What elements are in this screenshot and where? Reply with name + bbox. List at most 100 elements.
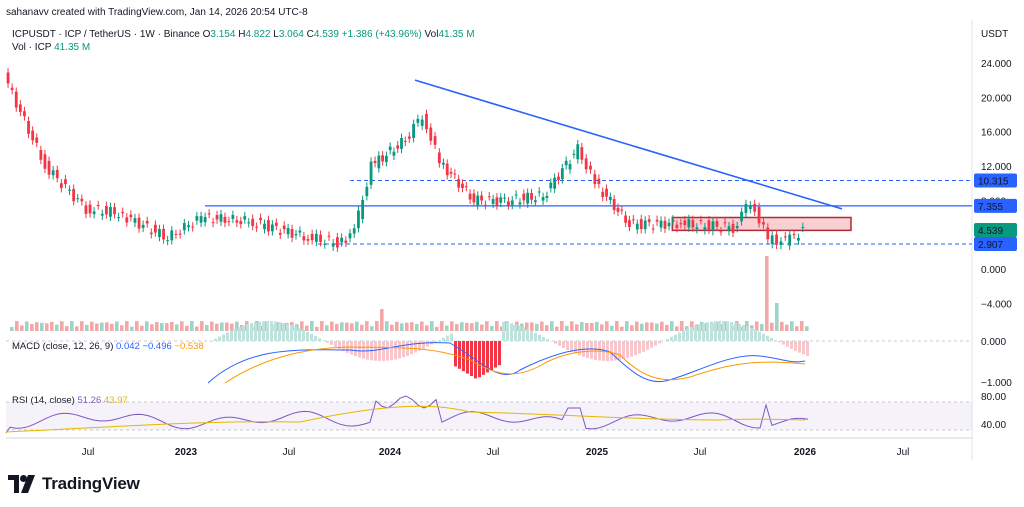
candle-body [783, 236, 787, 238]
volume-bar [100, 322, 104, 331]
macd-histogram-bar [806, 341, 809, 356]
volume-bar [785, 324, 789, 331]
volume-bar [535, 323, 539, 331]
macd-histogram-bar [234, 328, 237, 341]
macd-signal-line [224, 346, 806, 384]
volume-bar [500, 326, 504, 331]
candle-body [453, 173, 457, 175]
legend-vol-label: Vol [424, 29, 439, 40]
candle-body [601, 191, 605, 198]
candle-body [576, 144, 580, 160]
candle-body [770, 235, 774, 245]
macd-histogram-bar [746, 326, 749, 341]
macd-histogram-bar [674, 334, 677, 341]
macd-histogram-bar [730, 321, 733, 341]
candle-body [100, 213, 104, 216]
candle-body [530, 192, 533, 200]
macd-histogram-bar [634, 341, 637, 356]
volume-series-name[interactable]: Vol · ICP [12, 42, 52, 53]
macd-histogram-bar [422, 341, 425, 349]
macd-histogram-bar [794, 341, 797, 351]
macd-histogram-bar [222, 334, 225, 341]
candle-body [484, 204, 487, 206]
macd-histogram-bar [514, 324, 517, 341]
volume-bar [495, 321, 499, 331]
candle-body [174, 233, 178, 235]
volume-bar [670, 321, 674, 331]
symbol-name[interactable]: ICPUSDT · ICP / TetherUS · 1W · Binance [12, 29, 200, 40]
macd-histogram-bar [326, 341, 329, 343]
volume-bar [430, 321, 434, 331]
macd-histogram-bar [626, 341, 629, 358]
macd-histogram-bar [486, 341, 489, 373]
candle-body [723, 222, 727, 224]
volume-bar [150, 324, 154, 331]
volume-legend: Vol · ICP 41.35 M [12, 42, 90, 53]
rsi-label[interactable]: RSI (14, close) [12, 395, 75, 406]
volume-bar [190, 321, 194, 331]
candle-body [166, 240, 170, 242]
volume-bar [530, 322, 534, 331]
macd-histogram-bar [426, 341, 429, 347]
candle-body [707, 220, 711, 230]
candle-body [298, 230, 302, 233]
candle-body [461, 183, 464, 189]
macd-label[interactable]: MACD (close, 12, 26, 9) [12, 341, 114, 352]
candle-body [593, 174, 597, 185]
candle-body [597, 178, 601, 184]
candle-body [274, 222, 278, 226]
macd-histogram-bar [570, 341, 573, 352]
volume-bar [635, 321, 639, 331]
candle-body [762, 222, 765, 225]
candle-body [499, 197, 503, 203]
volume-bar [800, 321, 804, 331]
macd-histogram-bar [342, 341, 345, 352]
candle-body [153, 224, 157, 233]
macd-histogram-bar [362, 341, 365, 359]
volume-bar [385, 321, 389, 331]
candle-body [162, 228, 165, 240]
macd-tick-label: 0.000 [981, 337, 1006, 348]
candle-body [145, 221, 149, 224]
macd-histogram-bar [454, 341, 457, 367]
macd-histogram-bar [542, 336, 545, 341]
macd-histogram-bar [286, 323, 289, 341]
candle-body [191, 226, 195, 228]
macd-histogram-bar [522, 327, 525, 341]
candle-body [507, 201, 510, 206]
macd-histogram-bar [434, 341, 437, 343]
candle-body [286, 228, 290, 235]
macd-histogram-bar [490, 341, 493, 370]
candle-body [687, 219, 691, 228]
volume-bar [80, 321, 84, 331]
volume-bar [235, 321, 239, 331]
volume-bar [520, 323, 524, 331]
candle-body [302, 236, 306, 241]
volume-bar [325, 325, 329, 331]
candle-body [715, 221, 719, 227]
candle-body [267, 220, 270, 232]
volume-bar [420, 321, 424, 331]
candle-body [227, 221, 231, 223]
volume-bar [335, 323, 339, 331]
macd-histogram-bar [390, 341, 393, 361]
candle-body [247, 222, 251, 224]
macd-histogram-bar [278, 322, 281, 341]
candle-body [727, 226, 731, 232]
macd-histogram-bar [250, 323, 253, 341]
macd-histogram-bar [238, 326, 241, 341]
volume-bar [765, 256, 769, 331]
candle-body [203, 217, 207, 223]
macd-histogram-bar [750, 327, 753, 341]
time-axis-label: Jul [283, 447, 296, 458]
macd-value: 0.042 [116, 341, 140, 352]
volume-bar [360, 324, 364, 331]
volume-bar [145, 321, 149, 331]
volume-bar [50, 321, 54, 331]
candle-body [10, 87, 14, 91]
rsi-tick-label: 40.00 [981, 420, 1006, 431]
volume-bar [680, 321, 684, 331]
volume-bar [590, 323, 594, 331]
volume-bar [225, 322, 229, 331]
